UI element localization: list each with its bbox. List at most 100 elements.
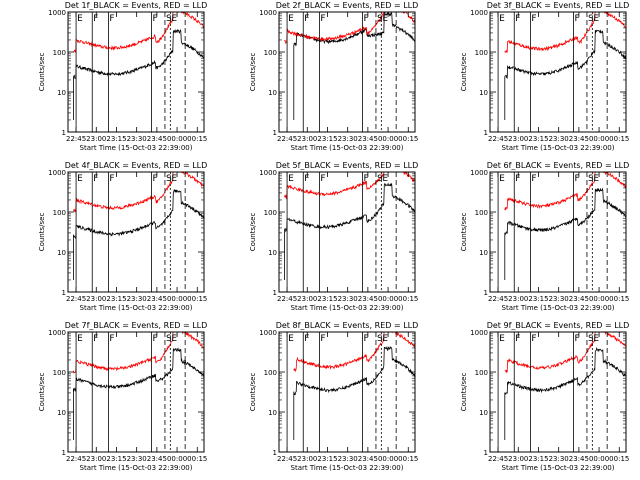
marker-label: F [515,334,520,344]
y-tick-label: 1000 [470,9,488,17]
marker-label: E [77,334,83,344]
x-axis-label: Start Time (15-Oct-03 22:39:00) [291,464,404,472]
marker-label: F [574,14,579,24]
chart-title: Det 6f_BLACK = Events, RED = LLD [487,161,630,170]
y-tick-label: 10 [268,409,277,417]
x-tick-label: 00:15 [187,295,207,303]
y-tick-label: 1 [484,289,488,297]
marker-label: E [382,14,388,24]
x-tick-label: 00:00 [167,135,187,143]
marker-label: S [166,334,172,344]
chart-title: Det 8f_BLACK = Events, RED = LLD [276,321,419,330]
x-tick-label: 00:15 [609,135,629,143]
x-axis-label: Start Time (15-Oct-03 22:39:00) [80,464,193,472]
series-line-lld [284,12,415,45]
x-tick-label: 23:00 [297,455,317,463]
marker-label: E [382,334,388,344]
y-tick-label: 1 [273,289,277,297]
x-tick-label: 23:30 [127,135,147,143]
x-tick-label: 00:15 [398,135,418,143]
y-axis-label: Counts/sec [38,373,46,412]
x-tick-label: 23:15 [106,295,126,303]
x-tick-label: 23:00 [508,295,528,303]
y-tick-label: 1 [273,449,277,457]
x-tick-label: 23:45 [358,295,378,303]
y-tick-label: 10 [268,249,277,257]
marker-label: F [363,174,368,184]
chart-title: Det 1f_BLACK = Events, RED = LLD [65,1,208,10]
x-tick-label: 23:00 [86,295,106,303]
x-tick-label: 00:15 [398,455,418,463]
marker-label: E [593,174,599,184]
x-tick-label: 22:45 [277,455,297,463]
marker-label: E [77,174,83,184]
marker-label: S [377,174,383,184]
y-tick-label: 1000 [259,329,277,337]
y-tick-label: 1000 [470,169,488,177]
y-tick-label: 10 [479,89,488,97]
x-tick-label: 23:00 [297,135,317,143]
x-tick-label: 00:00 [589,135,609,143]
y-tick-label: 1 [62,289,66,297]
x-tick-label: 23:45 [147,295,167,303]
y-tick-label: 100 [53,209,66,217]
y-tick-label: 10 [57,409,66,417]
series-line-lld [73,172,204,213]
marker-label: F [93,14,98,24]
series-line-lld [504,172,626,211]
chart-title: Det 3f_BLACK = Events, RED = LLD [487,1,630,10]
y-tick-label: 1000 [48,169,66,177]
series-line-events [504,187,626,280]
plot-frame [489,331,627,453]
x-tick-label: 22:45 [488,455,508,463]
x-tick-label: 00:00 [167,455,187,463]
marker-label: F [152,334,157,344]
y-tick-label: 100 [264,49,277,57]
marker-label: E [593,334,599,344]
marker-label: S [166,174,172,184]
chart-title: Det 4f_BLACK = Events, RED = LLD [65,161,208,170]
x-tick-label: 23:15 [317,135,337,143]
series-line-events [73,28,204,120]
marker-label: F [304,14,309,24]
x-tick-label: 23:15 [317,295,337,303]
x-tick-label: 23:30 [549,135,569,143]
x-tick-label: 23:15 [106,455,126,463]
x-tick-label: 00:00 [167,295,187,303]
x-tick-label: 22:45 [66,135,86,143]
marker-label: F [531,14,536,24]
y-tick-label: 1 [62,449,66,457]
series-line-events [73,347,204,440]
marker-label: F [109,174,114,184]
chart-title: Det 2f_BLACK = Events, RED = LLD [276,1,419,10]
series-line-lld [73,12,204,53]
marker-label: F [93,334,98,344]
x-tick-label: 23:45 [147,455,167,463]
marker-label: E [288,334,294,344]
x-tick-label: 23:00 [86,455,106,463]
x-tick-label: 23:45 [569,295,589,303]
x-axis-label: Start Time (15-Oct-03 22:39:00) [291,144,404,152]
marker-label: E [499,14,505,24]
marker-label: F [152,174,157,184]
plot-frame [67,331,205,453]
x-tick-label: 23:30 [549,455,569,463]
series-line-events [504,346,626,440]
y-tick-label: 1000 [48,9,66,17]
x-tick-label: 00:00 [378,295,398,303]
x-tick-label: 23:30 [127,295,147,303]
series-line-events [293,12,415,120]
y-tick-label: 1000 [470,329,488,337]
x-tick-label: 23:30 [127,455,147,463]
y-tick-label: 100 [53,49,66,57]
plot-frame [278,171,416,293]
series-line-lld [73,332,204,374]
plot-frame [489,11,627,133]
x-tick-label: 00:00 [589,295,609,303]
series-line-events [73,189,204,280]
y-tick-label: 100 [475,209,488,217]
y-tick-label: 100 [53,369,66,377]
